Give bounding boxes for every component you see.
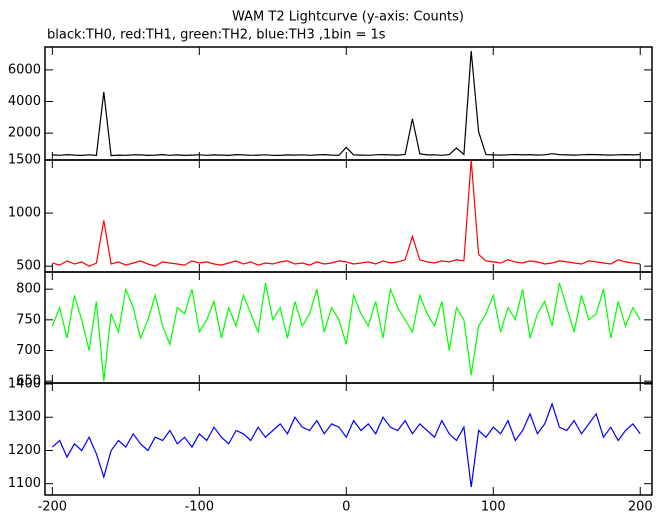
y-tick-label: 750 [16, 312, 41, 327]
series-line [51, 282, 641, 382]
panel-frame [44, 46, 653, 161]
series-line [52, 50, 641, 157]
x-tick-label: -100 [185, 500, 215, 515]
y-tick-label: 1300 [8, 410, 41, 425]
y-tick-label: 1500 [8, 153, 41, 168]
series-line [52, 160, 641, 267]
x-tick-label: -200 [38, 500, 68, 515]
series-line [51, 402, 641, 488]
y-tick-label: 1400 [8, 376, 41, 391]
y-tick-label: 1200 [8, 443, 41, 458]
x-tick-label: 100 [481, 500, 506, 515]
x-tick-label: 200 [628, 500, 653, 515]
y-tick-label: 1000 [8, 206, 41, 221]
panel-frame [44, 159, 653, 273]
y-tick-label: 700 [16, 343, 41, 358]
y-tick-label: 800 [16, 282, 41, 297]
chart-title: WAM T2 Lightcurve (y-axis: Counts) [232, 10, 464, 25]
y-tick-label: 2000 [8, 126, 41, 141]
y-tick-label: 650 [16, 374, 41, 389]
y-tick-label: 6000 [8, 62, 41, 77]
panel-frame [44, 382, 653, 496]
y-tick-label: 1100 [8, 476, 41, 491]
x-tick-label: 0 [342, 500, 350, 515]
y-tick-label: 4000 [8, 94, 41, 109]
y-tick-label: 500 [16, 259, 41, 274]
chart-subtitle: black:TH0, red:TH1, green:TH2, blue:TH3 … [47, 28, 386, 43]
